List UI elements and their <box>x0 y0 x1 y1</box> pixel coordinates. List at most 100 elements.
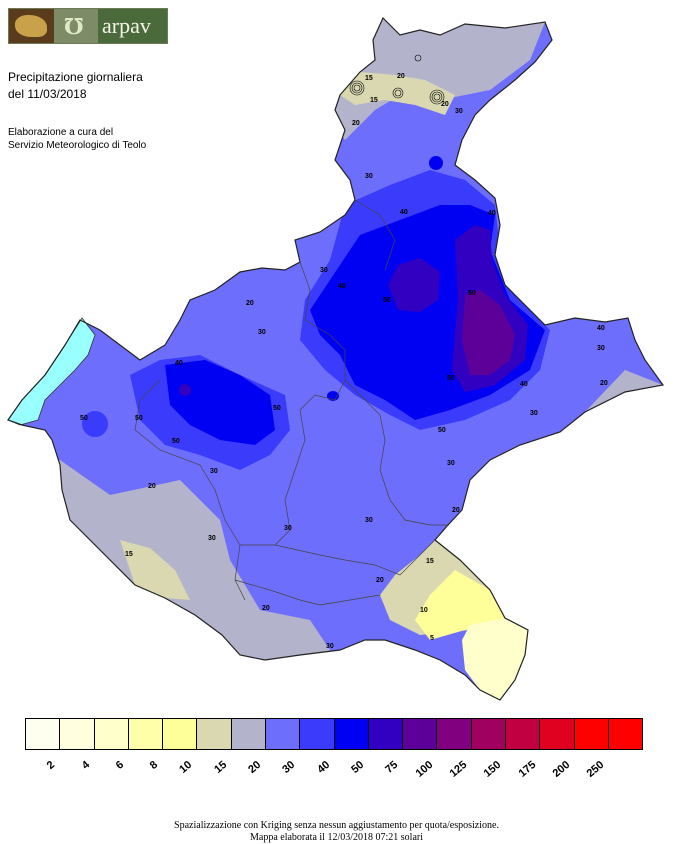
legend-swatch <box>94 719 129 749</box>
legend-swatch <box>368 719 404 749</box>
legend-tick-label: 200 <box>550 758 573 780</box>
credits: Elaborazione a cura del Servizio Meteoro… <box>8 126 146 152</box>
contour-label: 50 <box>273 405 281 412</box>
contour-label: 15 <box>426 558 434 565</box>
contour-label: 15 <box>370 97 378 104</box>
contour-label: 5 <box>430 635 434 642</box>
boundary-belluno <box>354 199 396 271</box>
contour-label: 30 <box>210 468 218 475</box>
arpav-mark-icon: ℧ <box>54 9 98 43</box>
contour-label: 30 <box>455 108 463 115</box>
legend-swatch <box>26 719 61 749</box>
contour-label: 50 <box>135 415 143 422</box>
contour-label: 15 <box>125 551 133 558</box>
contour-label: 30 <box>447 460 455 467</box>
class-40-cell <box>82 411 108 437</box>
legend-swatch <box>574 719 609 749</box>
contour-label: 20 <box>246 300 254 307</box>
local-contours <box>349 54 445 105</box>
class-75-center <box>388 258 440 312</box>
contour-label: 30 <box>326 643 334 650</box>
legend-swatch <box>128 719 164 749</box>
contour-label: 50 <box>172 438 180 445</box>
contour-label: 20 <box>352 120 360 127</box>
legend-swatch <box>403 719 438 749</box>
contour-label: 20 <box>397 73 405 80</box>
class-20-east <box>585 370 663 412</box>
legend-swatch <box>300 719 335 749</box>
contour-label: 30 <box>530 410 538 417</box>
contour-label: 40 <box>520 381 528 388</box>
region-outline <box>7 16 665 701</box>
contour-label: 50 <box>438 427 446 434</box>
legend-swatch <box>540 719 575 749</box>
legend-swatch <box>163 719 198 749</box>
contour-label: 40 <box>338 283 346 290</box>
class-100-east <box>462 290 515 375</box>
legend-swatch <box>231 719 266 749</box>
class-75-cell <box>179 384 191 396</box>
contour-label: 20 <box>262 605 270 612</box>
arpav-logo: ℧ arpav <box>8 8 168 44</box>
boundary-vicenza <box>234 261 346 601</box>
legend-tick-label: 8 <box>147 758 161 772</box>
lion-emblem-icon <box>9 9 54 43</box>
legend-tick-label: 40 <box>314 758 332 776</box>
map-title: Precipitazione giornaliera del 11/03/201… <box>8 69 143 103</box>
legend-tick-label: 15 <box>211 758 229 776</box>
legend-swatch <box>334 719 369 749</box>
legend-tick-label: 10 <box>177 758 195 776</box>
legend-tick-label: 250 <box>584 758 607 780</box>
class-50-west <box>165 360 275 445</box>
boundary-padova <box>274 539 436 576</box>
contour-label: 15 <box>365 75 373 82</box>
legend-swatch <box>197 719 232 749</box>
contour-label: 40 <box>597 325 605 332</box>
legend-swatch <box>437 719 472 749</box>
legend-tick-label: 125 <box>447 758 470 780</box>
legend-tick-label: 75 <box>383 758 401 776</box>
boundary-rovigo <box>234 579 381 606</box>
footer-timestamp: Mappa elaborata il 12/03/2018 07:21 sola… <box>249 832 424 843</box>
legend-tick-labels: 2 4 6 8 10 15 20 30 40 50 75 100 125 150 175 200 250 <box>25 752 643 780</box>
contour-label: 50 <box>447 375 455 382</box>
legend-swatch <box>265 719 301 749</box>
legend-tick-label: 50 <box>349 758 367 776</box>
contour-label: 30 <box>597 345 605 352</box>
contour-label: 20 <box>148 483 156 490</box>
class-20-north <box>330 18 545 140</box>
boundary-verona <box>134 379 241 546</box>
contour-label: 10 <box>420 607 428 614</box>
contour-label: 50 <box>80 415 88 422</box>
contour-label: 30 <box>258 329 266 336</box>
title-line-2: del 11/03/2018 <box>8 87 87 101</box>
legend-tick-label: 30 <box>280 758 298 776</box>
credits-line-1: Elaborazione a cura del <box>8 127 114 138</box>
legend-colorbar <box>25 718 643 750</box>
legend-tick-label: 4 <box>79 758 92 772</box>
boundary-treviso <box>344 379 448 526</box>
legend-tick-label: 100 <box>413 758 435 780</box>
footer-method: Spazializzazione con Kriging senza nessu… <box>174 820 499 831</box>
contour-label: 40 <box>400 209 408 216</box>
contour-label: 50 <box>383 297 391 304</box>
legend-swatch <box>60 719 95 749</box>
contour-label: 20 <box>600 380 608 387</box>
legend-tick-label: 150 <box>481 758 504 780</box>
logo-text: arpav <box>98 9 167 43</box>
contour-label: 30 <box>320 267 328 274</box>
contour-label: 20 <box>441 101 449 108</box>
contour-label: 30 <box>365 517 373 524</box>
legend-tick-label: 20 <box>246 758 264 776</box>
class-50-cell <box>429 156 443 170</box>
legend-tick-label: 6 <box>113 758 126 772</box>
precipitation-map: 20 15 20 30 30 30 30 30 20 15 10 5 20 30… <box>7 16 665 701</box>
legend-swatch <box>471 719 506 749</box>
class-6-south <box>462 618 528 700</box>
contour-label: 40 <box>175 360 183 367</box>
legend-swatch <box>505 719 541 749</box>
class-15-southwest <box>120 540 190 600</box>
legend-tick-label: 175 <box>516 758 538 780</box>
province-boundaries <box>134 199 448 606</box>
title-line-1: Precipitazione giornaliera <box>8 70 143 84</box>
